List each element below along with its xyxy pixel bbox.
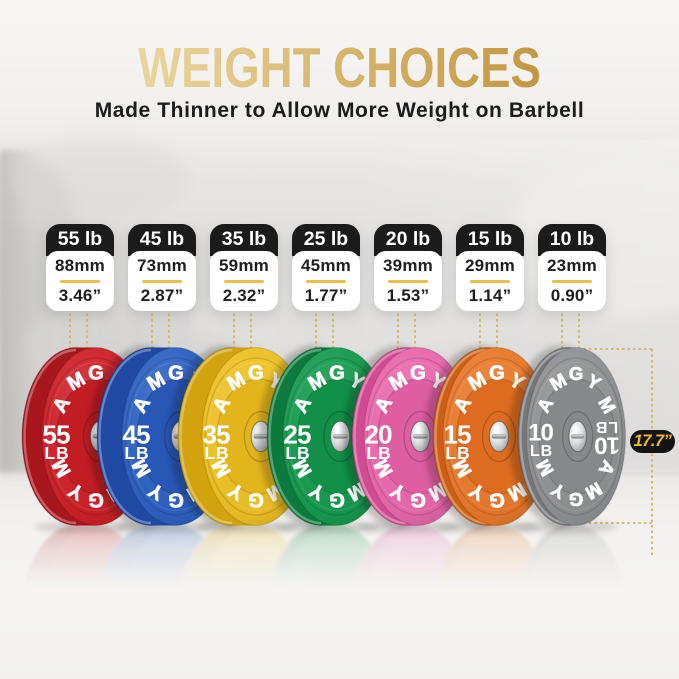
svg-text:LB: LB bbox=[124, 443, 149, 463]
svg-text:45: 45 bbox=[122, 420, 150, 450]
svg-text:G: G bbox=[410, 489, 426, 511]
svg-text:55: 55 bbox=[42, 420, 70, 450]
svg-text:10: 10 bbox=[528, 420, 553, 447]
svg-text:G: G bbox=[248, 363, 264, 385]
svg-text:G: G bbox=[489, 363, 505, 385]
svg-text:LB: LB bbox=[445, 443, 470, 463]
svg-text:G: G bbox=[329, 489, 345, 511]
svg-text:15: 15 bbox=[443, 420, 471, 450]
svg-text:G: G bbox=[569, 363, 583, 384]
svg-text:LB: LB bbox=[530, 443, 553, 460]
svg-text:LB: LB bbox=[44, 443, 69, 463]
svg-text:G: G bbox=[88, 363, 104, 385]
svg-text:LB: LB bbox=[204, 443, 229, 463]
svg-text:G: G bbox=[410, 363, 426, 385]
svg-text:LB: LB bbox=[366, 443, 391, 463]
svg-text:G: G bbox=[489, 489, 505, 511]
svg-text:35: 35 bbox=[202, 420, 230, 450]
svg-text:G: G bbox=[329, 363, 345, 385]
svg-text:LB: LB bbox=[595, 418, 618, 435]
svg-text:G: G bbox=[248, 489, 264, 511]
svg-text:G: G bbox=[168, 489, 184, 511]
svg-text:25: 25 bbox=[283, 420, 311, 450]
svg-text:G: G bbox=[168, 363, 184, 385]
svg-text:G: G bbox=[88, 489, 104, 511]
svg-text:LB: LB bbox=[285, 443, 310, 463]
svg-text:20: 20 bbox=[364, 420, 392, 450]
svg-text:G: G bbox=[569, 489, 583, 510]
svg-text:10: 10 bbox=[595, 432, 620, 459]
